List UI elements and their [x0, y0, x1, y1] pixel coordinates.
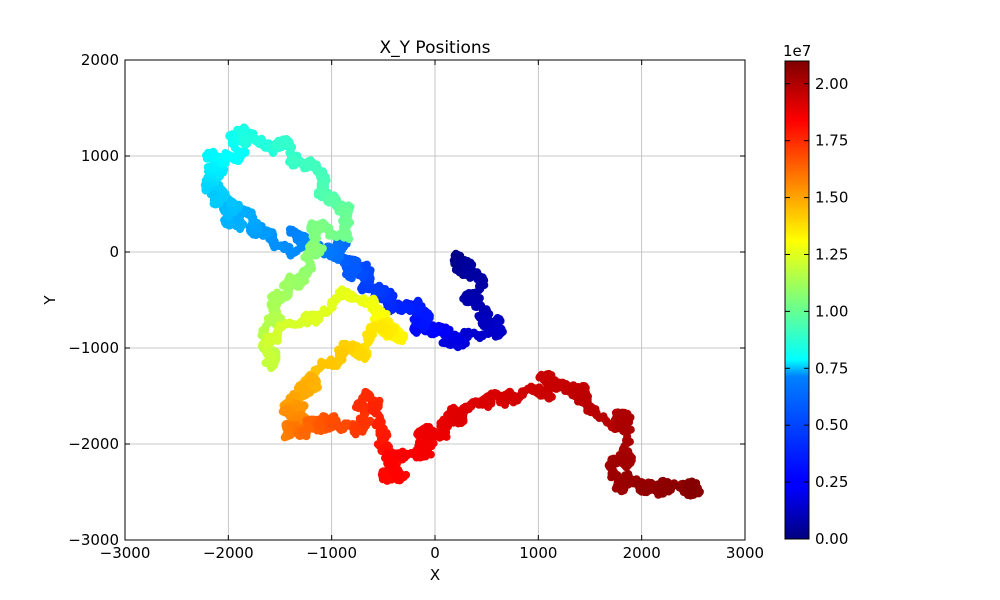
chart-title: X_Y Positions: [380, 38, 491, 58]
data-points: [200, 123, 704, 500]
grid-lines: [124, 59, 746, 541]
